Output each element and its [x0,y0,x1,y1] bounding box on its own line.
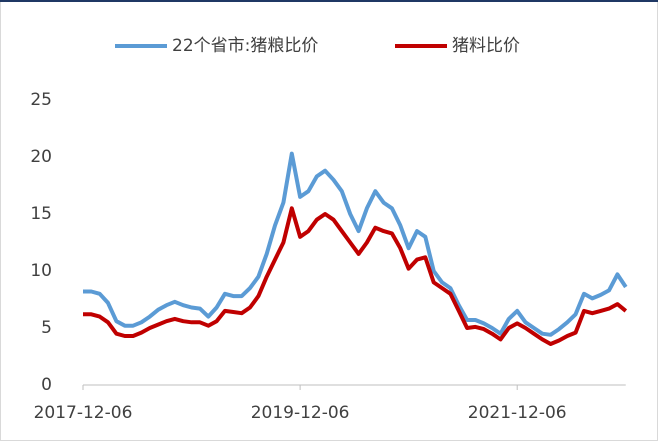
y-tick-label: 5 [41,318,52,338]
legend-label: 猪料比价 [452,36,520,56]
y-tick-label: 25 [30,90,52,110]
legend-label: 22个省市:猪粮比价 [172,36,318,56]
x-tick-label: 2017-12-06 [34,403,133,423]
y-tick-label: 15 [30,204,52,224]
y-tick-label: 0 [41,375,52,395]
x-tick-label: 2019-12-06 [251,403,350,423]
y-tick-label: 10 [30,261,52,281]
series-line [83,151,628,337]
x-tick-label: 2021-12-06 [468,403,567,423]
y-tick-label: 20 [30,147,52,167]
series-line [83,206,628,346]
